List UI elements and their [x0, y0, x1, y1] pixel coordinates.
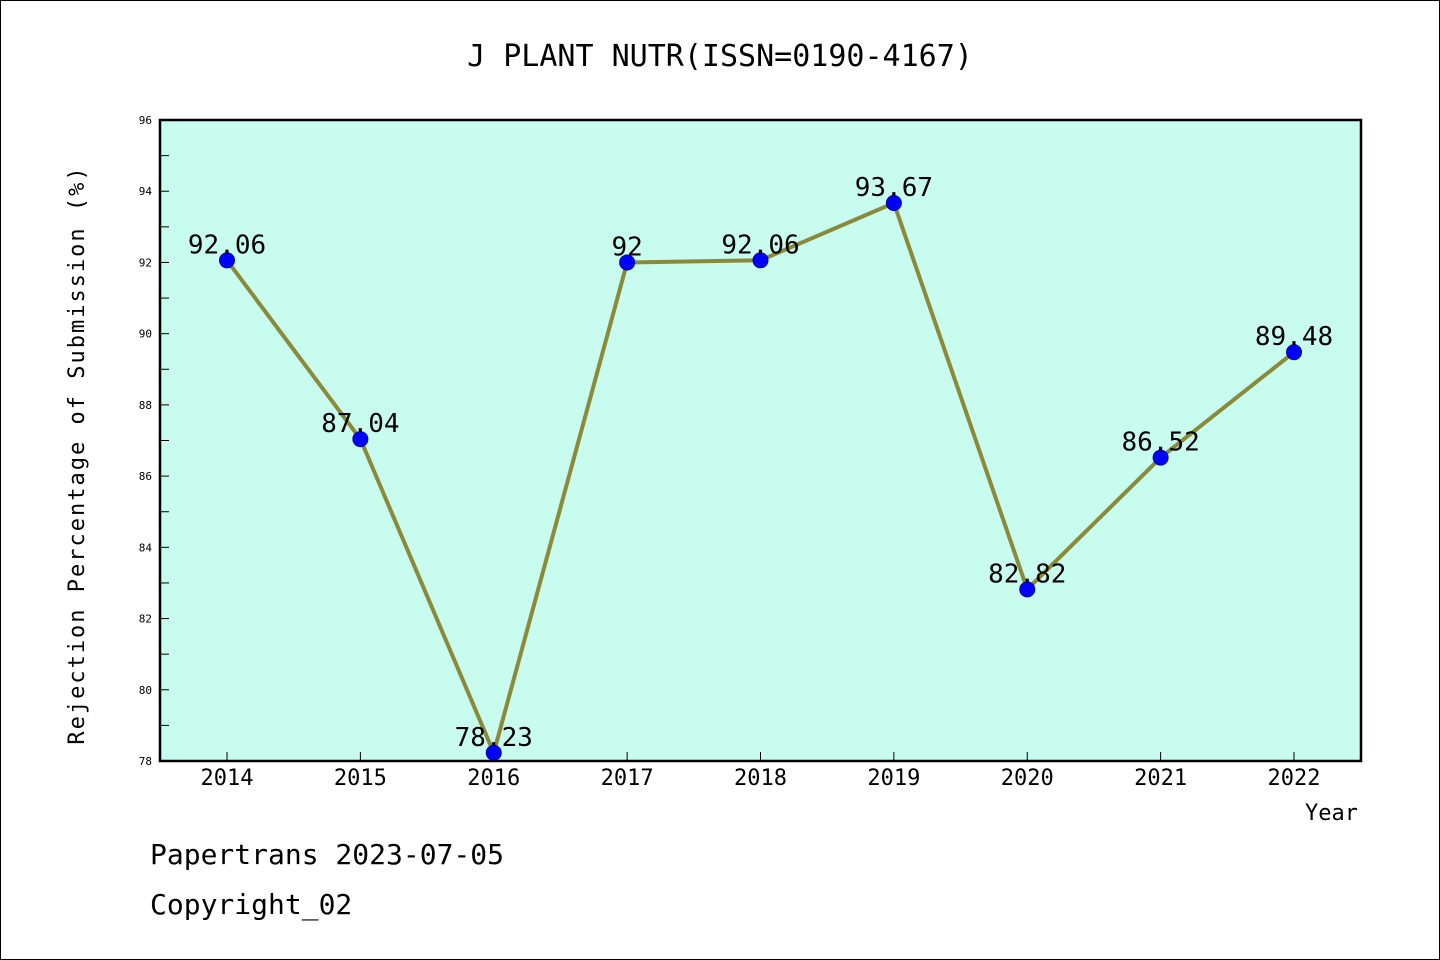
y-axis-label: Rejection Percentage of Submission (%) — [65, 165, 90, 744]
y-tick-label: 82 — [139, 613, 152, 626]
data-markers — [219, 194, 1302, 761]
footer-date: Papertrans 2023-07-05 — [150, 838, 504, 871]
footer-copyright: Copyright_02 — [150, 888, 352, 922]
data-label: 89.48 — [1255, 322, 1333, 352]
data-point — [752, 252, 769, 269]
x-tick-label: 2017 — [601, 766, 654, 791]
data-labels: 92.06 87.04 78.23 92 92.06 93.67 82.82 86.52 89.… — [188, 173, 1333, 753]
x-tick-label: 2015 — [334, 766, 387, 791]
y-tick-label: 88 — [139, 399, 152, 412]
x-axis: 2014 2015 2016 2017 2018 2019 2020 2021 2022 — [201, 752, 1321, 791]
data-point — [1286, 344, 1302, 361]
y-tick-label: 96 — [139, 114, 152, 127]
y-axis: 78 80 82 84 86 88 90 92 94 96 — [139, 114, 169, 768]
data-label: 92 — [611, 232, 642, 262]
data-point — [1152, 449, 1169, 466]
plot-border — [158, 118, 1363, 763]
y-tick-label: 90 — [139, 328, 152, 341]
x-tick-label: 2021 — [1134, 766, 1187, 791]
y-tick-label: 94 — [139, 185, 153, 198]
x-tick-label: 2019 — [867, 766, 920, 791]
data-label: 87.04 — [321, 409, 399, 439]
data-label: 93.67 — [855, 173, 933, 203]
x-tick-label: 2018 — [734, 766, 787, 791]
x-tick-label: 2014 — [201, 766, 254, 791]
x-axis-label: Year — [1305, 801, 1358, 826]
data-label: 92.06 — [188, 230, 266, 260]
x-tick-label: 2022 — [1268, 766, 1321, 791]
data-label: 82.82 — [988, 559, 1066, 589]
x-tick-label: 2020 — [1001, 766, 1054, 791]
y-tick-label: 78 — [139, 755, 152, 768]
data-label: 92.06 — [721, 230, 799, 260]
y-tick-label: 86 — [139, 470, 152, 483]
data-point — [219, 252, 235, 269]
y-tick-label: 80 — [139, 684, 152, 697]
chart-title: J PLANT NUTR(ISSN=0190-4167) — [467, 39, 973, 74]
x-tick-label: 2016 — [467, 766, 520, 791]
y-tick-label: 84 — [139, 541, 153, 554]
data-label: 78.23 — [455, 723, 533, 753]
y-tick-label: 92 — [139, 256, 152, 269]
data-point — [885, 194, 902, 211]
data-label: 86.52 — [1121, 428, 1199, 458]
data-point — [1019, 581, 1036, 598]
data-point — [352, 431, 369, 448]
data-point — [619, 254, 636, 271]
